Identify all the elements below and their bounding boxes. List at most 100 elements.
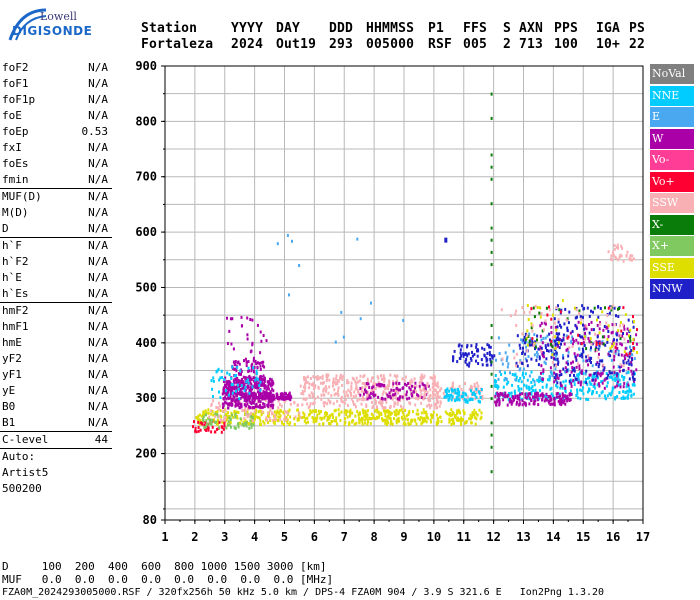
echo-point	[431, 382, 434, 386]
echo-point	[422, 408, 425, 412]
echo-point	[216, 427, 218, 431]
echo-point	[448, 395, 451, 399]
echo-point	[420, 396, 423, 399]
echo-point	[526, 304, 529, 307]
echo-point	[616, 372, 619, 376]
echo-point	[407, 413, 410, 417]
echo-point	[267, 411, 269, 415]
x-tick-label: 6	[311, 530, 318, 544]
echo-point	[206, 422, 209, 426]
echo-point	[562, 338, 565, 342]
echo-point	[259, 409, 262, 413]
echo-point	[367, 382, 370, 386]
echo-point	[238, 421, 241, 425]
echo-point	[367, 420, 370, 424]
echo-point	[424, 387, 427, 391]
echo-point	[243, 385, 246, 389]
echo-point	[469, 417, 472, 421]
legend-ssw-6: SSW	[650, 193, 694, 213]
echo-point	[495, 403, 498, 407]
echo-point	[556, 376, 559, 379]
echo-point	[436, 400, 439, 403]
echo-point	[519, 346, 522, 350]
echo-point	[596, 323, 599, 327]
echo-point	[269, 409, 272, 413]
echo-point	[215, 370, 218, 374]
echo-point	[543, 399, 546, 403]
echo-point	[210, 379, 213, 383]
echo-point	[262, 405, 265, 409]
echo-point	[581, 352, 583, 356]
echo-point	[558, 395, 560, 399]
echo-point	[596, 383, 599, 387]
param-name: foE	[2, 109, 22, 122]
echo-point	[431, 396, 434, 400]
echo-point	[631, 353, 634, 357]
echo-point	[506, 365, 509, 369]
param-value: N/A	[88, 141, 108, 154]
echo-point	[508, 343, 511, 347]
echo-point	[564, 402, 567, 406]
echo-point	[296, 408, 299, 412]
echo-point	[408, 396, 411, 400]
echo-point	[268, 394, 271, 398]
echo-point	[389, 373, 392, 377]
echo-point	[212, 413, 215, 417]
echo-point	[553, 380, 556, 384]
echo-point	[619, 334, 622, 338]
echo-point	[506, 355, 509, 359]
echo-point	[586, 383, 589, 387]
echo-point	[271, 382, 274, 386]
echo-point	[265, 339, 268, 343]
echo-point	[490, 384, 493, 388]
echo-point	[576, 315, 578, 319]
echo-point	[564, 384, 567, 388]
echo-point	[245, 364, 248, 368]
echo-point	[593, 375, 596, 379]
echo-point	[470, 421, 473, 425]
echo-point	[519, 376, 522, 380]
echo-point	[244, 357, 247, 361]
echo-point	[530, 390, 533, 394]
echo-point	[287, 396, 290, 400]
echo-point	[401, 377, 404, 381]
echo-point	[404, 382, 406, 386]
echo-point	[262, 382, 265, 386]
param-row-g4-1: hmF1 N/A	[0, 319, 112, 335]
echo-point	[525, 396, 528, 400]
param-value: 44	[94, 433, 108, 446]
echo-point	[250, 411, 253, 415]
echo-point	[620, 364, 623, 368]
echo-point	[388, 410, 391, 414]
echo-point	[526, 364, 529, 368]
echo-point	[361, 417, 364, 421]
echo-point	[458, 398, 461, 402]
echo-point	[352, 395, 355, 398]
echo-point	[342, 390, 345, 394]
echo-point	[377, 376, 380, 380]
echo-point	[557, 360, 560, 364]
echo-point	[371, 386, 374, 390]
echo-point	[547, 349, 550, 353]
echo-point	[465, 393, 468, 397]
echo-point	[559, 310, 562, 314]
echo-point	[582, 349, 585, 353]
echo-point	[341, 384, 344, 387]
echo-point	[412, 394, 415, 398]
echo-point	[283, 417, 286, 421]
param-name: foF1	[2, 77, 29, 90]
echo-point	[619, 337, 622, 341]
echo-point	[533, 379, 536, 383]
header-value-9: 100	[554, 37, 579, 52]
echo-point	[303, 378, 306, 382]
echo-point	[542, 377, 544, 381]
echo-point	[252, 376, 255, 380]
echo-point	[481, 397, 484, 401]
echo-point	[347, 381, 350, 385]
echo-point	[223, 424, 226, 428]
echo-point	[462, 418, 464, 422]
y-tick-label: 80	[143, 513, 157, 527]
echo-point	[227, 406, 230, 410]
echo-point	[587, 354, 590, 358]
echo-point	[627, 318, 630, 322]
